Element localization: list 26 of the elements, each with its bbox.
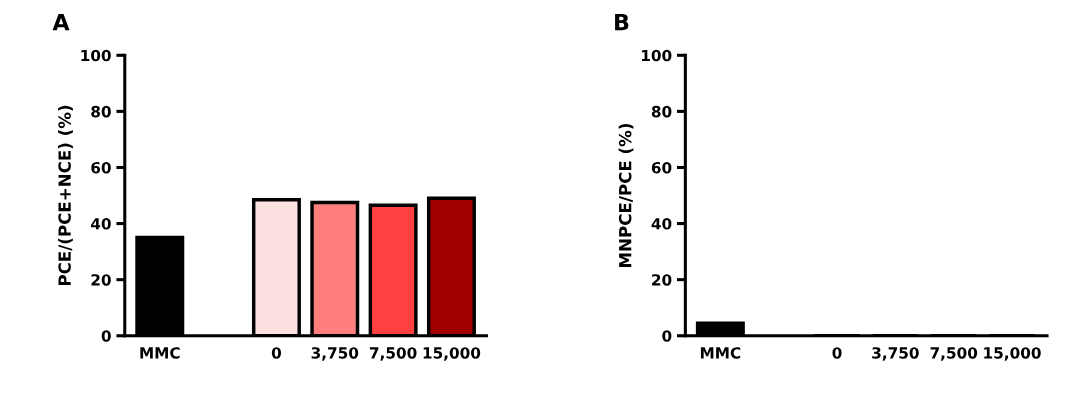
y-tick-label: 20 (652, 274, 672, 286)
y-tick-label: 80 (651, 105, 672, 118)
x-tick-label: MMC (700, 347, 741, 359)
y-tick-label: 20 (91, 274, 111, 286)
y-axis-title: PCE/(PCE+NCE) (%) (58, 105, 73, 286)
y-tick-label: 60 (651, 161, 672, 174)
x-tick-label: 0 (832, 347, 842, 359)
chart-title: A (52, 13, 70, 31)
x-tick-label: 0 (271, 347, 282, 359)
x-tick-label: 7,500 (369, 347, 417, 361)
x-tick-label: 3,750 (872, 347, 919, 361)
x-tick-label: 15,000 (984, 347, 1041, 361)
y-tick-label: 100 (642, 49, 672, 62)
y-tick-label: 40 (91, 218, 111, 230)
y-tick-label: 0 (101, 330, 111, 342)
y-tick-label: 60 (91, 161, 111, 174)
x-tick-label: MMC (140, 347, 180, 359)
chart-title: B (615, 13, 629, 31)
y-tick-label: 40 (651, 218, 672, 230)
x-tick-label: 3,750 (311, 347, 359, 361)
y-tick-label: 100 (81, 49, 111, 62)
y-tick-label: 0 (662, 330, 672, 342)
y-tick-label: 80 (91, 105, 111, 118)
y-axis-title: MNPCE/PCE (%) (618, 123, 634, 268)
x-tick-label: 7,500 (930, 347, 978, 361)
x-tick-label: 15,000 (423, 347, 481, 361)
